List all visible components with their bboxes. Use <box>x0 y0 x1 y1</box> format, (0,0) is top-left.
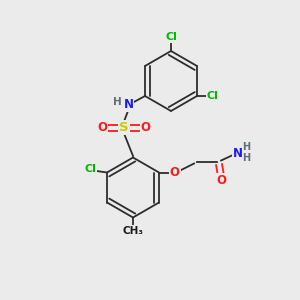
Text: S: S <box>119 121 129 134</box>
Text: N: N <box>124 98 134 112</box>
Text: N: N <box>232 146 243 160</box>
Text: Cl: Cl <box>207 91 218 101</box>
Text: O: O <box>98 121 107 134</box>
Text: H: H <box>242 142 251 152</box>
Text: Cl: Cl <box>165 32 177 43</box>
Text: CH₃: CH₃ <box>122 226 143 236</box>
Text: O: O <box>169 166 180 179</box>
Text: O: O <box>216 173 226 187</box>
Text: H: H <box>113 97 122 107</box>
Text: O: O <box>141 121 151 134</box>
Text: Cl: Cl <box>85 164 97 175</box>
Text: H: H <box>242 152 251 163</box>
